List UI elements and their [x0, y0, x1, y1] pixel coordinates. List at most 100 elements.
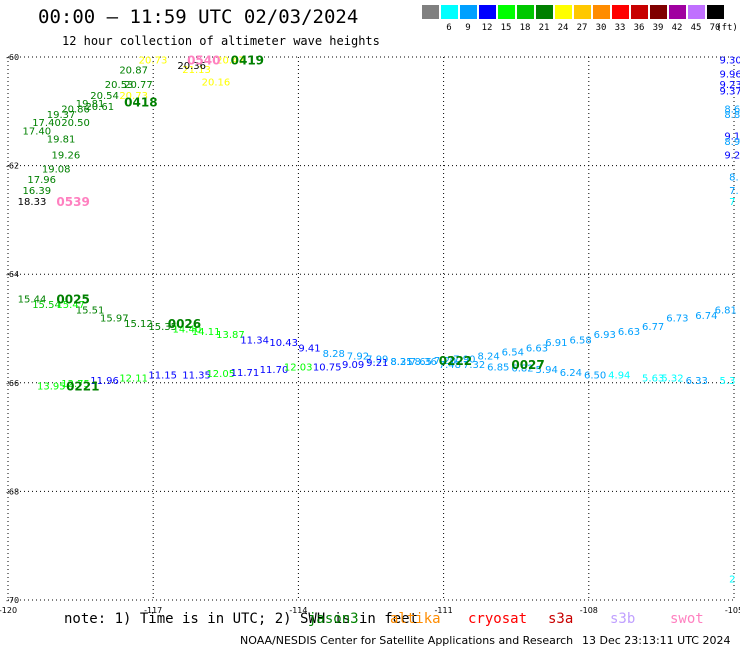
legend-swatch	[593, 5, 610, 19]
pass-time-label: 0026	[168, 317, 201, 331]
map-grid	[7, 56, 735, 601]
lon-tick-label: -120	[0, 606, 17, 615]
legend-swatch	[612, 5, 629, 19]
wave-height-value: 15.44	[18, 295, 47, 306]
wave-height-value: 6.91	[545, 338, 567, 349]
mission-altika: altika	[390, 611, 441, 627]
wave-height-value: 9.30	[719, 56, 740, 67]
wave-height-value: 8.24	[477, 352, 499, 363]
legend-label: 24	[557, 23, 569, 33]
pass-time-label: 0419	[231, 54, 264, 68]
wave-height-value: 20.54	[90, 91, 119, 102]
legend-label: 18	[519, 23, 531, 33]
wave-height-value: 9.23	[719, 80, 740, 91]
wave-height-value: 6.82	[511, 364, 533, 375]
wave-height-value: 4.94	[608, 371, 630, 382]
legend-unit: (ft)	[716, 23, 738, 33]
wave-height-value: 9.21	[366, 358, 388, 369]
wave-height-value: 11.35	[182, 371, 211, 382]
wave-height-value: 7.99	[366, 354, 388, 365]
legend-swatch	[498, 5, 515, 19]
wave-height-value: 7.48	[439, 360, 461, 371]
wave-height-value: 15.47	[56, 300, 85, 311]
mission-jason3: jason3	[308, 611, 359, 627]
wave-height-value: 20.47	[216, 56, 245, 67]
legend-swatch	[688, 5, 705, 19]
wave-height-value: 6.93	[594, 330, 616, 341]
lat-tick-label: -70	[6, 596, 19, 605]
map-axes: -60 -62 -64 -66 -68 -70-120 -117 -114 -111 -108 -1…	[0, 53, 740, 615]
legend-swatch	[574, 5, 591, 19]
legend-label: 9	[465, 23, 471, 33]
wave-height-value: 12.11	[119, 373, 148, 384]
wave-height-value: 20.16	[202, 77, 231, 88]
wave-height-value: 14.40	[173, 325, 202, 336]
pass-time-label: 0025	[56, 293, 89, 307]
wave-height-value: 15.54	[32, 300, 61, 311]
wave-height-value: 18.33	[18, 197, 47, 208]
wave-height-value: 9.37	[719, 87, 740, 98]
lon-tick-label: -105	[725, 606, 740, 615]
wave-height-value: 20.36	[177, 61, 206, 72]
legend-label: 6	[446, 23, 452, 33]
wave-height-value: 8.31	[390, 357, 412, 368]
legend-swatch	[650, 5, 667, 19]
wave-height-value: 12.75	[61, 379, 90, 390]
wave-height-value: 19.81	[76, 99, 105, 110]
lat-tick-label: -62	[6, 162, 19, 171]
mission-s3b: s3b	[610, 611, 636, 627]
legend-swatch	[441, 5, 458, 19]
wave-height-value: 8.	[729, 172, 739, 183]
legend-label: 21	[538, 23, 550, 33]
pass-time-label: 0222	[439, 354, 472, 368]
wave-height-value: 7.32	[463, 360, 485, 371]
legend-swatch	[460, 5, 477, 19]
wave-height-value: 8.28	[323, 349, 345, 360]
wave-height-value: 20.73	[139, 56, 168, 67]
legend-swatch	[669, 5, 686, 19]
wave-height-value: 15.12	[124, 319, 153, 330]
wave-height-value: 6.58	[569, 335, 591, 346]
page-title: 00:00 – 11:59 UTC 02/03/2024	[38, 6, 359, 28]
legend-label: 27	[576, 23, 588, 33]
lon-tick-label: -108	[580, 606, 598, 615]
wave-height-value: 9.1	[724, 132, 740, 143]
lon-tick-label: -114	[289, 606, 307, 615]
wave-height-value: 14.11	[192, 327, 221, 338]
wave-height-value: 9.41	[298, 344, 320, 355]
legend-swatch	[631, 5, 648, 19]
wave-height-value: 19.08	[42, 164, 71, 175]
wave-height-value: 9.96	[719, 69, 740, 80]
wave-height-value: 5.63	[642, 373, 664, 384]
wave-height-value: 6.77	[642, 322, 664, 333]
wave-height-value: 19.81	[47, 134, 76, 145]
wave-height-value: 10.43	[269, 338, 298, 349]
wave-height-value: 13.95	[37, 382, 66, 393]
legend-swatch	[517, 5, 534, 19]
wave-height-value: 8.25	[390, 357, 412, 368]
wave-height-value: 11.96	[90, 376, 119, 387]
pass-time-label: 0418	[124, 96, 157, 110]
mission-cryosat: cryosat	[468, 611, 528, 627]
pass-time-label: 0221	[66, 380, 99, 394]
wave-height-value: 6.50	[584, 371, 606, 382]
legend-swatch	[707, 5, 724, 19]
wave-height-value: 11.34	[240, 335, 269, 346]
wave-height-value: 20.50	[61, 118, 90, 129]
wave-height-value: 6.54	[502, 347, 524, 358]
pass-time-labels: 0419 0540 0418 0539 0025 0026 0221 0222 0027	[56, 54, 544, 394]
wave-height-value: 17.40	[23, 126, 52, 137]
wave-height-value: 20.53	[105, 80, 134, 91]
wave-height-value: 7	[729, 197, 735, 208]
legend-label: 42	[671, 23, 683, 33]
page-subtitle: 12 hour collection of altimeter wave hei…	[62, 34, 380, 48]
mission-swot: swot	[670, 611, 704, 627]
wave-height-value: 15.97	[100, 314, 129, 325]
wave-height-value: 7.90	[453, 354, 475, 365]
wave-height-value: 10.75	[313, 363, 342, 374]
wave-height-value: 8.8	[724, 110, 740, 121]
wave-height-value: 6.73	[666, 314, 688, 325]
wave-height-value: 8.36	[415, 357, 437, 368]
